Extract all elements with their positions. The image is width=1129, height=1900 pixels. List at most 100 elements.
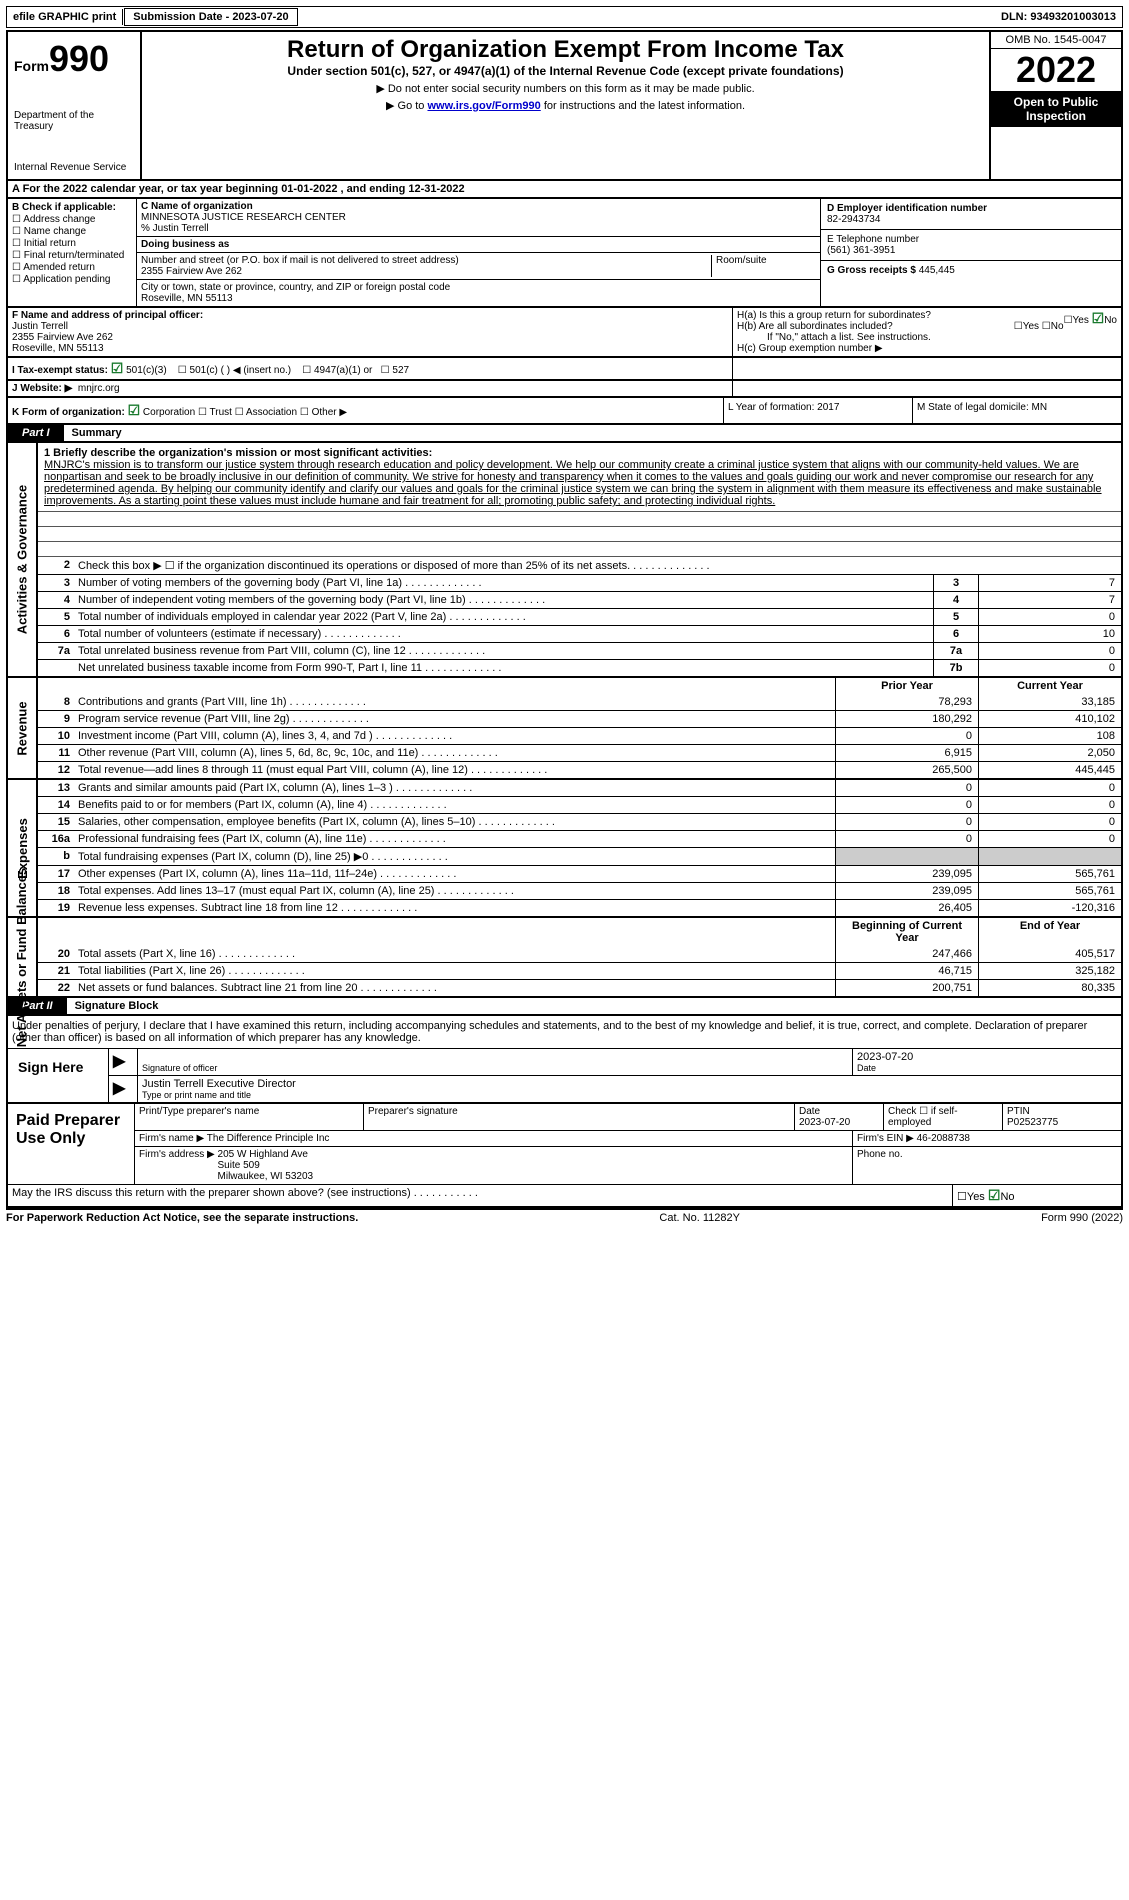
row-i: I Tax-exempt status: ☑ 501(c)(3) ☐ 501(c… <box>6 358 1123 381</box>
prep-date: 2023-07-20 <box>799 1117 850 1128</box>
website[interactable]: mnjrc.org <box>78 383 120 394</box>
h-b: H(b) Are all subordinates included? ☐Yes… <box>737 321 1117 332</box>
summary-row: 5Total number of individuals employed in… <box>38 608 1121 625</box>
row-fh: F Name and address of principal officer:… <box>6 308 1123 358</box>
boy-hdr: Beginning of Current Year <box>835 918 978 946</box>
room-lbl: Room/suite <box>711 255 816 277</box>
irs-label: Internal Revenue Service <box>14 162 134 173</box>
ptin: P02523775 <box>1007 1117 1058 1128</box>
f-addr1: 2355 Fairview Ave 262 <box>12 332 728 343</box>
sign-here-lbl: Sign Here <box>8 1049 109 1102</box>
b-title: B Check if applicable: <box>12 202 132 213</box>
c-name-lbl: C Name of organization <box>141 201 816 212</box>
submission-date: Submission Date - 2023-07-20 <box>124 8 297 26</box>
chk-amended[interactable]: ☐ Amended return <box>12 262 132 273</box>
table-row: 13Grants and similar amounts paid (Part … <box>38 780 1121 796</box>
org-name: MINNESOTA JUSTICE RESEARCH CENTER <box>141 212 816 223</box>
part1-header: Part I Summary <box>6 425 1123 443</box>
side-ag: Activities & Governance <box>8 443 38 676</box>
table-row: 9Program service revenue (Part VIII, lin… <box>38 710 1121 727</box>
table-row: 12Total revenue—add lines 8 through 11 (… <box>38 761 1121 778</box>
eoy-hdr: End of Year <box>978 918 1121 946</box>
summary-row: 2Check this box ▶ ☐ if the organization … <box>38 557 1121 574</box>
irs-link[interactable]: www.irs.gov/Form990 <box>427 100 540 112</box>
street-lbl: Number and street (or P.O. box if mail i… <box>141 255 711 266</box>
footer: For Paperwork Reduction Act Notice, see … <box>6 1209 1123 1224</box>
table-row: 8Contributions and grants (Part VIII, li… <box>38 694 1121 710</box>
table-row: 17Other expenses (Part IX, column (A), l… <box>38 865 1121 882</box>
h-c: H(c) Group exemption number ▶ <box>737 343 1117 354</box>
e-phone-lbl: E Telephone number <box>827 234 1115 245</box>
table-row: bTotal fundraising expenses (Part IX, co… <box>38 847 1121 865</box>
summary-row: 3Number of voting members of the governi… <box>38 574 1121 591</box>
f-addr2: Roseville, MN 55113 <box>12 343 728 354</box>
goto-note: ▶ Go to www.irs.gov/Form990 for instruct… <box>146 99 985 112</box>
section-a: A For the 2022 calendar year, or tax yea… <box>6 181 1123 199</box>
officer-name: Justin Terrell Executive Director <box>142 1078 1117 1090</box>
sig-arrow-icon: ▶ <box>109 1049 138 1075</box>
chk-pending[interactable]: ☐ Application pending <box>12 274 132 285</box>
dln: DLN: 93493201003013 <box>995 9 1122 25</box>
f-label: F Name and address of principal officer: <box>12 310 728 321</box>
sig-line[interactable]: Signature of officer <box>142 1063 848 1073</box>
perjury-text: Under penalties of perjury, I declare th… <box>8 1016 1121 1048</box>
form-subtitle: Under section 501(c), 527, or 4947(a)(1)… <box>146 64 985 78</box>
discuss-ans[interactable]: ☐Yes ☑No <box>953 1185 1121 1206</box>
table-row: 11Other revenue (Part VIII, column (A), … <box>38 744 1121 761</box>
m-state: M State of legal domicile: MN <box>913 398 1121 423</box>
d-ein-lbl: D Employer identification number <box>827 203 1115 214</box>
efile-print[interactable]: efile GRAPHIC print <box>7 9 123 25</box>
form-header: Form990 Department of the Treasury Inter… <box>6 30 1123 181</box>
current-year-hdr: Current Year <box>978 678 1121 694</box>
omb-number: OMB No. 1545-0047 <box>991 32 1121 49</box>
dba-lbl: Doing business as <box>141 239 229 250</box>
table-row: 20Total assets (Part X, line 16)247,4664… <box>38 946 1121 962</box>
row-k: K Form of organization: ☑ Corporation ☐ … <box>6 398 1123 425</box>
firm-ein: 46-2088738 <box>917 1133 970 1144</box>
top-bar: efile GRAPHIC print Submission Date - 20… <box>6 6 1123 28</box>
table-row: 10Investment income (Part VIII, column (… <box>38 727 1121 744</box>
summary-row: Net unrelated business taxable income fr… <box>38 659 1121 676</box>
name-arrow-icon: ▶ <box>109 1076 138 1102</box>
phone-lbl: Phone no. <box>853 1147 1121 1184</box>
e-phone: (561) 361-3951 <box>827 245 1115 256</box>
dept-treasury: Department of the Treasury <box>14 110 134 132</box>
summary-row: 6Total number of volunteers (estimate if… <box>38 625 1121 642</box>
table-row: 19Revenue less expenses. Subtract line 1… <box>38 899 1121 916</box>
part2-header: Part II Signature Block <box>6 998 1123 1016</box>
table-row: 16aProfessional fundraising fees (Part I… <box>38 830 1121 847</box>
city: Roseville, MN 55113 <box>141 293 816 304</box>
summary-row: 4Number of independent voting members of… <box>38 591 1121 608</box>
f-name: Justin Terrell <box>12 321 728 332</box>
paid-prep-lbl: Paid Preparer Use Only <box>8 1104 135 1184</box>
sig-date: 2023-07-20 <box>857 1051 1117 1063</box>
street: 2355 Fairview Ave 262 <box>141 266 711 277</box>
chk-initial[interactable]: ☐ Initial return <box>12 238 132 249</box>
d-ein: 82-2943734 <box>827 214 1115 225</box>
g-gross: 445,445 <box>919 265 955 276</box>
table-row: 14Benefits paid to or for members (Part … <box>38 796 1121 813</box>
mission-text: MNJRC's mission is to transform our just… <box>44 459 1115 507</box>
h-a: H(a) Is this a group return for subordin… <box>737 310 1117 321</box>
care-of: % Justin Terrell <box>141 223 816 234</box>
ssn-note: ▶ Do not enter social security numbers o… <box>146 82 985 95</box>
g-gross-lbl: G Gross receipts $ <box>827 265 916 276</box>
side-rev: Revenue <box>8 678 38 778</box>
row-j: J Website: ▶ mnjrc.org <box>6 381 1123 398</box>
prior-year-hdr: Prior Year <box>835 678 978 694</box>
firm-addr: 205 W Highland Ave Suite 509 Milwaukee, … <box>218 1149 314 1182</box>
chk-final[interactable]: ☐ Final return/terminated <box>12 250 132 261</box>
table-row: 15Salaries, other compensation, employee… <box>38 813 1121 830</box>
self-emp-chk[interactable]: Check ☐ if self-employed <box>884 1104 1003 1130</box>
chk-addr[interactable]: ☐ Address change <box>12 214 132 225</box>
info-grid: B Check if applicable: ☐ Address change … <box>6 199 1123 308</box>
firm-name: The Difference Principle Inc <box>207 1133 330 1144</box>
h-note: If "No," attach a list. See instructions… <box>737 332 1117 343</box>
prep-name-hdr: Print/Type preparer's name <box>135 1104 364 1130</box>
discuss-q: May the IRS discuss this return with the… <box>8 1185 953 1206</box>
mission-q: 1 Briefly describe the organization's mi… <box>38 443 1121 512</box>
chk-name[interactable]: ☐ Name change <box>12 226 132 237</box>
form-label: Form990 <box>14 38 134 80</box>
table-row: 21Total liabilities (Part X, line 26)46,… <box>38 962 1121 979</box>
form-title: Return of Organization Exempt From Incom… <box>146 36 985 64</box>
